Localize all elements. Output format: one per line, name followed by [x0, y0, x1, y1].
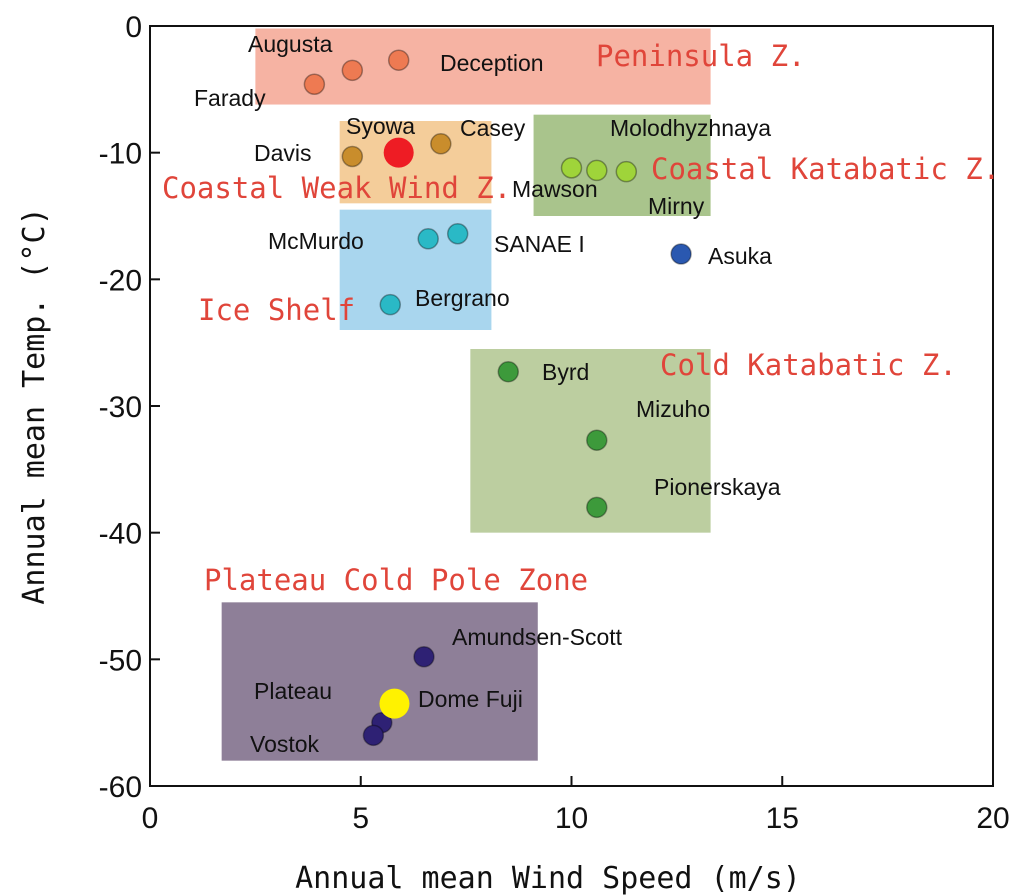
y-axis-title: Annual mean Temp. (°C): [17, 207, 52, 604]
station-label-vostok: Vostok: [250, 731, 320, 757]
point-syowa: [383, 137, 414, 168]
y-tick-label: -30: [99, 391, 142, 424]
zone-label-peninsula-z: Peninsula Z.: [596, 39, 806, 73]
zone-label-coastal-weak-wind-z: Coastal Weak Wind Z.: [162, 171, 511, 205]
station-label-deception: Deception: [440, 50, 544, 76]
station-label-bergrano: Bergrano: [415, 285, 510, 311]
point-molodhyzhnaya: [560, 157, 583, 179]
station-label-molodhyzhnaya: Molodhyzhnaya: [610, 115, 771, 141]
y-tick-label: -10: [99, 138, 142, 171]
point-deception: [387, 49, 410, 71]
point-sanae-i: [446, 222, 469, 245]
station-label-dome-fuji: Dome Fuji: [418, 686, 523, 712]
station-label-sanae-i: SANAE I: [494, 231, 585, 257]
station-label-farady: Farady: [194, 85, 266, 111]
point-mawson: [586, 159, 608, 182]
x-tick-label: 10: [555, 802, 588, 835]
station-label-mizuho: Mizuho: [636, 396, 710, 422]
ticks-layer: 0 5 10 15 20 0 -10 -20 -30 -40 -50 -60: [99, 11, 1009, 835]
x-axis-title: Annual mean Wind Speed (m/s): [295, 861, 801, 896]
point-byrd: [497, 361, 520, 383]
station-label-asuka: Asuka: [708, 243, 772, 269]
labels-layer: Augusta Deception Farady Syowa Casey Davis Mol…: [162, 31, 1000, 757]
point-pionerskaya: [586, 496, 608, 519]
point-amundsen-scott: [413, 646, 435, 668]
zone-box-peninsula-z: [255, 28, 711, 105]
point-mirny: [615, 160, 638, 183]
x-tick-label: 0: [142, 802, 159, 835]
x-tick-label: 15: [766, 802, 799, 835]
zone-box-coastal-weak-wind-z: [339, 121, 492, 204]
point-asuka: [670, 243, 692, 265]
point-mizuho: [586, 429, 608, 451]
station-label-pionerskaya: Pionerskaya: [654, 474, 781, 500]
x-tick-label: 20: [976, 802, 1009, 835]
station-label-mcmurdo: McMurdo: [268, 228, 364, 254]
y-tick-label: 0: [125, 11, 142, 44]
point-augusta: [341, 59, 364, 82]
y-tick-label: -20: [99, 264, 142, 297]
zone-label-plateau-cold-pole-zone: Plateau Cold Pole Zone: [204, 563, 588, 597]
point-farady: [303, 73, 326, 96]
station-label-mawson: Mawson: [512, 176, 598, 202]
points-layer: [303, 49, 692, 747]
station-label-plateau: Plateau: [254, 678, 332, 704]
zone-label-cold-katabatic-z: Cold Katabatic Z.: [660, 348, 957, 382]
station-label-casey: Casey: [460, 115, 526, 141]
station-label-syowa: Syowa: [346, 113, 415, 139]
point-mcmurdo: [417, 228, 439, 250]
station-label-augusta: Augusta: [248, 31, 333, 57]
point-davis: [341, 145, 364, 168]
point-casey: [430, 133, 452, 155]
station-label-byrd: Byrd: [542, 359, 589, 385]
y-tick-label: -60: [99, 771, 142, 804]
station-label-mirny: Mirny: [648, 193, 705, 219]
station-label-davis: Davis: [254, 140, 312, 166]
x-tick-label: 5: [352, 802, 369, 835]
zone-label-ice-shelf: Ice Shelf: [198, 293, 355, 327]
point-dome-fuji: [379, 688, 410, 719]
point-vostok: [362, 724, 385, 747]
y-tick-label: -50: [99, 644, 142, 677]
zone-label-coastal-katabatic-z: Coastal Katabatic Z.: [651, 152, 1000, 186]
point-bergrano: [379, 293, 402, 316]
y-tick-label: -40: [99, 518, 142, 551]
station-label-amundsen-scott: Amundsen-Scott: [452, 624, 623, 650]
